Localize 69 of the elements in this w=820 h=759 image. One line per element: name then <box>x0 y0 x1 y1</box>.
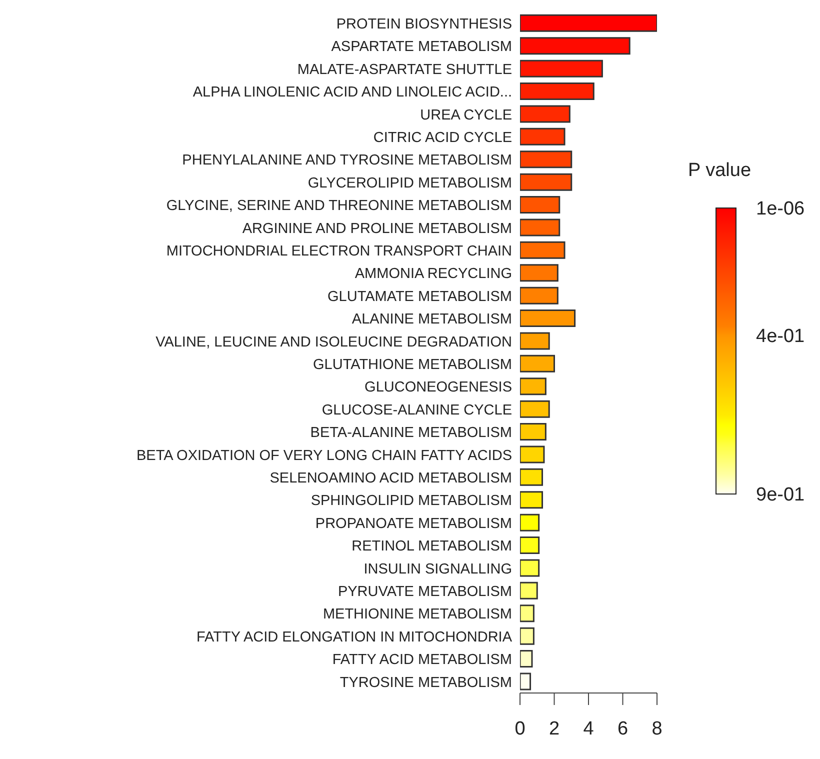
y-tick-label: PROPANOATE METABOLISM <box>315 516 512 532</box>
bar <box>520 82 594 100</box>
bar <box>520 627 534 645</box>
x-tick-label: 8 <box>652 718 662 740</box>
y-tick-label: AMMONIA RECYCLING <box>354 266 512 282</box>
bar <box>520 286 558 304</box>
bar <box>520 468 544 486</box>
x-tick-label: 2 <box>548 718 560 740</box>
y-tick-label: FATTY ACID METABOLISM <box>332 652 512 668</box>
bar <box>520 400 550 418</box>
y-tick-label: PHENYLALANINE AND TYROSINE METABOLISM <box>182 152 512 169</box>
bar <box>520 536 540 554</box>
y-tick-label: MITOCHONDRIAL ELECTRON TRANSPORT CHAIN <box>166 244 512 260</box>
x-tick-label: 4 <box>583 718 594 740</box>
bar <box>520 310 576 328</box>
bar <box>520 241 566 259</box>
bar <box>520 514 540 532</box>
color-bar-label: 4e-01 <box>756 326 805 347</box>
y-tick-label: GLYCINE, SERINE AND THREONINE METABOLISM <box>166 198 512 214</box>
y-tick-label: RETINOL METABOLISM <box>352 538 512 555</box>
x-tick-label: 6 <box>617 718 628 740</box>
bar <box>520 60 603 78</box>
y-tick-label: CITRIC ACID CYCLE <box>373 130 512 146</box>
y-tick-label: ASPARTATE METABOLISM <box>331 39 512 56</box>
color-bar-label: 9e-01 <box>756 484 805 506</box>
bar <box>520 218 560 236</box>
color-bar-label: 1e-06 <box>756 198 805 220</box>
y-tick-label: PYRUVATE METABOLISM <box>338 584 512 600</box>
y-tick-label: SELENOAMINO ACID METABOLISM <box>270 470 512 486</box>
y-tick-label: GLUCONEOGENESIS <box>364 380 512 396</box>
bar <box>520 196 560 214</box>
y-tick-label: TYROSINE METABOLISM <box>340 674 512 691</box>
bar <box>520 37 630 55</box>
bar <box>520 128 566 146</box>
y-tick-label: GLUCOSE-ALANINE CYCLE <box>322 402 512 418</box>
y-tick-label: UREA CYCLE <box>420 107 512 124</box>
bar <box>520 14 657 32</box>
bar <box>520 604 534 622</box>
y-tick-label: BETA-ALANINE METABOLISM <box>310 425 512 442</box>
y-tick-label: ALANINE METABOLISM <box>352 312 512 328</box>
bar <box>520 105 570 123</box>
bar <box>520 582 538 600</box>
bar <box>520 559 540 577</box>
bar <box>520 672 532 690</box>
bar <box>520 354 555 372</box>
bar <box>520 446 545 464</box>
color-bar-title: P value <box>688 160 752 181</box>
bar <box>520 150 572 168</box>
x-tick-label: 0 <box>514 718 526 740</box>
y-tick-label: FATTY ACID ELONGATION IN MITOCHONDRIA <box>196 629 512 646</box>
bar <box>520 173 572 191</box>
bar <box>520 378 546 396</box>
y-tick-label: PROTEIN BIOSYNTHESIS <box>336 16 512 32</box>
bar <box>520 650 533 668</box>
bar <box>520 423 546 441</box>
bar <box>520 264 558 282</box>
y-tick-label: ALPHA LINOLENIC ACID AND LINOLEIC ACID... <box>192 84 512 101</box>
y-tick-label: SPHINGOLIPID METABOLISM <box>310 493 512 510</box>
y-tick-label: GLUTAMATE METABOLISM <box>328 288 512 305</box>
bar <box>520 491 544 509</box>
y-tick-label: GLYCEROLIPID METABOLISM <box>308 175 512 192</box>
y-tick-label: BETA OXIDATION OF VERY LONG CHAIN FATTY ACIDS <box>136 448 512 464</box>
y-tick-label: INSULIN SIGNALLING <box>364 561 512 578</box>
bar <box>520 332 550 350</box>
y-tick-label: GLUTATHIONE METABOLISM <box>313 356 512 373</box>
y-tick-label: MALATE-ASPARTATE SHUTTLE <box>297 62 512 78</box>
y-tick-label: METHIONINE METABOLISM <box>322 606 512 623</box>
y-tick-label: ARGININE AND PROLINE METABOLISM <box>242 220 512 237</box>
y-tick-label: VALINE, LEUCINE AND ISOLEUCINE DEGRADATION <box>156 334 512 350</box>
